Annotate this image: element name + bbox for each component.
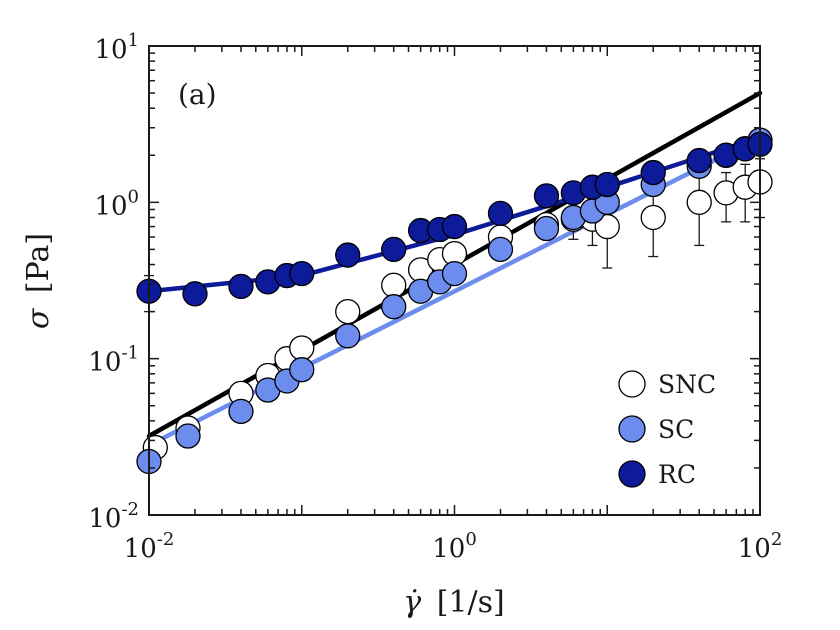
x-axis-label: γ̇ [1/s] [403, 585, 504, 620]
series-rc [136, 131, 773, 313]
data-point-rc [640, 159, 666, 186]
legend: SNC SC RC [618, 370, 716, 489]
legend-label-rc: RC [658, 460, 696, 489]
y-axis-symbol: σ [21, 307, 56, 329]
data-point-rc [487, 200, 514, 227]
x-axis-unit: [1/s] [437, 585, 505, 620]
panel-label: (a) [178, 78, 217, 111]
x-tick-label: 10-2 [124, 529, 175, 564]
data-point-sc [335, 323, 361, 349]
y-axis-label: σ [Pa] [21, 233, 56, 329]
data-point-snc [686, 189, 712, 215]
data-point-sc [441, 260, 468, 287]
data-point-rc [228, 273, 254, 300]
axis-ticks: 10-2 100 102 10-2 10-1 100 101 [88, 30, 782, 564]
legend-label-sc: SC [658, 415, 694, 444]
data-point-rc [686, 147, 712, 174]
y-tick-label: 10-1 [88, 343, 139, 378]
x-axis-symbol: γ̇ [403, 585, 421, 620]
legend-label-snc: SNC [658, 370, 716, 399]
data-point-rc [533, 183, 560, 209]
legend-marker-sc [618, 415, 646, 443]
legend-marker-snc [618, 370, 646, 398]
y-tick-label: 100 [94, 186, 139, 221]
x-tick-label: 102 [738, 529, 783, 564]
data-point-sc [487, 236, 514, 263]
legend-marker-rc [618, 460, 646, 488]
x-tick-label: 100 [432, 529, 477, 564]
data-point-snc [289, 335, 315, 361]
y-axis-unit: [Pa] [21, 233, 56, 293]
data-point-rc [182, 281, 208, 307]
data-point-rc [289, 260, 315, 287]
data-point-sc [289, 357, 315, 383]
data-point-snc [640, 204, 666, 231]
y-tick-label: 10-2 [88, 499, 139, 534]
y-tick-label: 101 [94, 30, 139, 65]
data-point-rc [381, 236, 407, 263]
data-point-sc [381, 294, 407, 320]
data-point-sc [175, 423, 201, 449]
data-point-snc [335, 298, 361, 325]
data-point-rc [441, 213, 468, 240]
data-point-rc [594, 171, 620, 198]
data-point-snc [381, 272, 407, 298]
data-point-sc [533, 215, 560, 242]
data-point-rc [335, 242, 361, 268]
data-point-sc [228, 398, 254, 425]
